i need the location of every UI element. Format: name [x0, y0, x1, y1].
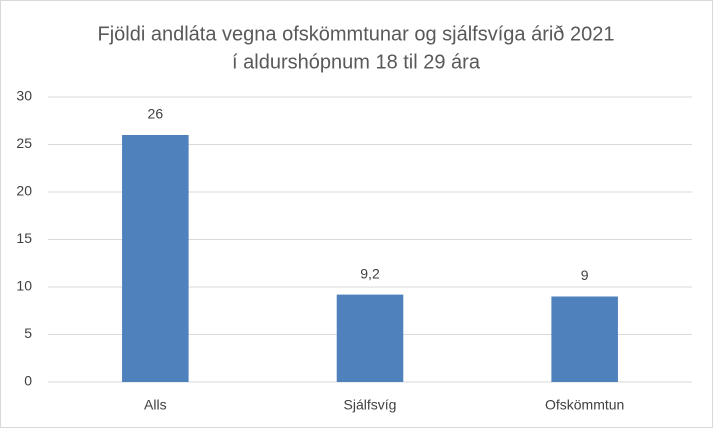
- value-label: 26: [148, 106, 164, 122]
- value-label: 9: [581, 267, 589, 283]
- chart-title: Fjöldi andláta vegna ofskömmtunar og sjá…: [98, 23, 615, 45]
- bar: [122, 135, 189, 382]
- bar: [551, 296, 618, 382]
- x-tick-label: Alls: [144, 397, 167, 413]
- value-label: 9,2: [360, 265, 380, 281]
- y-tick-label: 30: [16, 88, 32, 104]
- bar: [336, 294, 404, 382]
- y-tick-label: 5: [24, 325, 32, 341]
- x-tick-label: Ofskömmtun: [545, 397, 624, 413]
- y-tick-label: 0: [24, 373, 32, 389]
- chart-title: í aldurshópnum 18 til 29 ára: [232, 51, 481, 73]
- x-tick-label: Sjálfsvíg: [344, 397, 397, 413]
- y-tick-label: 15: [16, 230, 32, 246]
- y-tick-label: 25: [16, 135, 32, 151]
- y-tick-label: 10: [16, 278, 32, 294]
- y-tick-label: 20: [16, 183, 32, 199]
